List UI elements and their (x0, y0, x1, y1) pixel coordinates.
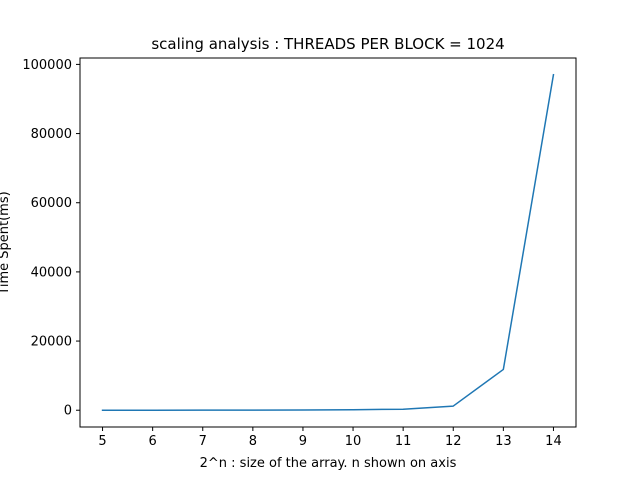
x-tick-label: 7 (199, 434, 207, 449)
chart-title: scaling analysis : THREADS PER BLOCK = 1… (151, 35, 504, 53)
x-tick-label: 8 (249, 434, 257, 449)
x-tick-label: 13 (495, 434, 512, 449)
y-tick-label: 60000 (31, 196, 72, 211)
y-tick-label: 20000 (31, 335, 72, 350)
y-axis: 0 20000 40000 60000 80000 100000 (22, 58, 80, 419)
x-axis-label: 2^n : size of the array. n shown on axis (200, 456, 457, 471)
y-tick-label: 80000 (31, 127, 72, 142)
y-axis-label: Time Spent(ms) (0, 191, 12, 295)
x-tick-label: 9 (299, 434, 307, 449)
y-tick-label: 100000 (22, 58, 72, 73)
plot-frame (79, 57, 577, 428)
x-tick-label: 5 (98, 434, 106, 449)
x-tick-label: 12 (445, 434, 462, 449)
x-tick-label: 14 (545, 434, 562, 449)
x-axis: 5 6 7 8 9 10 11 12 13 14 (98, 427, 562, 449)
y-tick-label: 0 (64, 404, 72, 419)
x-tick-label: 10 (345, 434, 362, 449)
x-tick-label: 6 (149, 434, 157, 449)
x-tick-label: 11 (395, 434, 412, 449)
y-tick-label: 40000 (31, 265, 72, 280)
series-line (101, 73, 555, 411)
